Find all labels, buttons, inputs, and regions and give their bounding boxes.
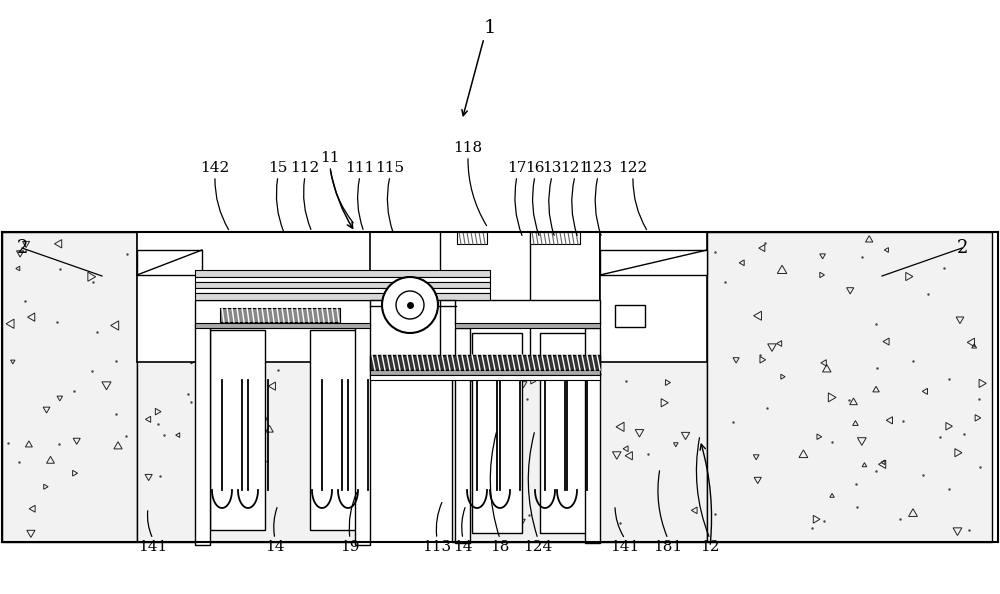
Text: 141: 141 (610, 540, 640, 554)
Text: 181: 181 (653, 540, 683, 554)
Text: 17: 17 (507, 161, 527, 175)
Text: 14: 14 (265, 540, 285, 554)
Bar (195, 270, 490, 277)
Polygon shape (600, 250, 707, 275)
Bar (220, 308, 340, 322)
Text: 111: 111 (345, 161, 375, 175)
Bar (195, 288, 490, 293)
Circle shape (382, 277, 438, 333)
Bar (370, 370, 600, 375)
Bar (355, 325, 370, 545)
Bar (137, 232, 367, 542)
Text: 115: 115 (375, 161, 405, 175)
Bar (210, 330, 265, 530)
Text: 13: 13 (542, 161, 562, 175)
Bar (195, 323, 370, 328)
Bar (195, 293, 490, 300)
Bar (370, 232, 600, 362)
Text: 2: 2 (956, 239, 968, 257)
Text: 12: 12 (700, 540, 720, 554)
Bar (195, 325, 210, 545)
Text: 118: 118 (453, 141, 483, 155)
Bar (457, 232, 487, 244)
Bar (370, 375, 600, 380)
Bar (530, 232, 580, 244)
Bar (600, 232, 707, 362)
Text: 11: 11 (320, 151, 340, 165)
Bar (195, 282, 490, 288)
Text: 142: 142 (200, 161, 230, 175)
Bar (455, 300, 600, 325)
Text: 1: 1 (484, 19, 496, 37)
Bar (455, 323, 600, 328)
Text: 123: 123 (583, 161, 613, 175)
Text: 122: 122 (618, 161, 648, 175)
Bar (455, 328, 470, 543)
Bar (2, 232, 137, 542)
Text: 18: 18 (490, 540, 510, 554)
Bar (540, 333, 590, 533)
Bar (310, 330, 365, 530)
Bar (585, 328, 600, 543)
Bar (472, 333, 522, 533)
Polygon shape (137, 250, 202, 275)
Text: 15: 15 (268, 161, 288, 175)
Text: 141: 141 (138, 540, 168, 554)
Text: 121: 121 (560, 161, 590, 175)
Bar (137, 232, 422, 362)
Bar (195, 300, 370, 325)
Text: 124: 124 (523, 540, 553, 554)
Bar (707, 232, 992, 542)
Text: 2: 2 (16, 239, 28, 257)
Bar (370, 355, 600, 370)
Circle shape (396, 291, 424, 319)
Bar (452, 232, 707, 542)
Text: 112: 112 (290, 161, 320, 175)
Text: 19: 19 (340, 540, 360, 554)
Bar (615, 305, 645, 327)
Text: 113: 113 (422, 540, 452, 554)
Bar (195, 277, 490, 282)
Text: 16: 16 (525, 161, 545, 175)
Text: 14: 14 (453, 540, 473, 554)
